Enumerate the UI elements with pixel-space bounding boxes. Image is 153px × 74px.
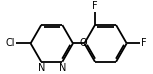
- Text: O: O: [80, 38, 87, 48]
- Text: F: F: [141, 38, 147, 48]
- Text: N: N: [37, 63, 45, 73]
- Text: Cl: Cl: [6, 38, 15, 48]
- Text: N: N: [59, 63, 66, 73]
- Text: F: F: [92, 1, 98, 11]
